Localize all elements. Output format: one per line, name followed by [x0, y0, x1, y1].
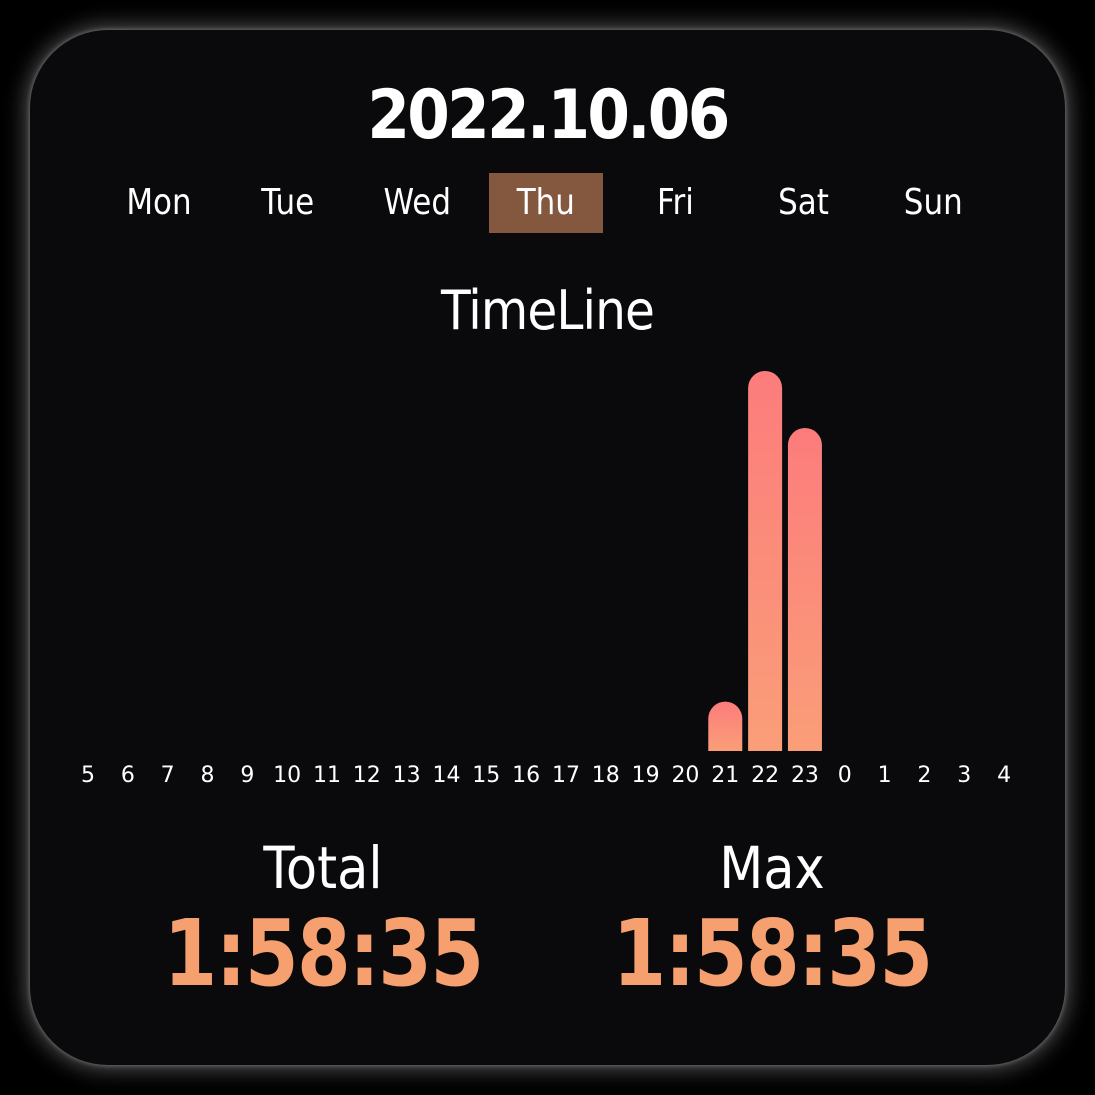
weekday-thu[interactable]: Thu	[489, 173, 603, 233]
weekday-selector: Mon Tue Wed Thu Fri Sat Sun	[0, 173, 1095, 233]
x-tick-label: 21	[711, 763, 739, 788]
x-tick-label: 5	[81, 763, 95, 788]
x-tick-label: 0	[838, 763, 852, 788]
weekday-fri[interactable]: Fri	[618, 173, 732, 233]
weekday-label: Tue	[261, 182, 315, 223]
bar-hour-23	[787, 428, 822, 751]
weekday-label: Wed	[383, 182, 451, 223]
weekday-label: Fri	[656, 182, 694, 223]
x-tick-label: 17	[552, 763, 580, 788]
max-value: 1:58:35	[612, 900, 934, 1007]
weekday-mon[interactable]: Mon	[102, 173, 216, 233]
x-tick-label: 4	[997, 763, 1011, 788]
x-tick-label: 22	[751, 763, 779, 788]
x-tick-label: 2	[917, 763, 931, 788]
x-tick-label: 1	[878, 763, 892, 788]
x-tick-label: 8	[200, 763, 214, 788]
x-tick-label: 6	[121, 763, 135, 788]
x-tick-label: 11	[313, 763, 341, 788]
max-label: Max	[719, 834, 825, 902]
x-tick-label: 12	[353, 763, 381, 788]
weekday-label: Sun	[903, 182, 963, 223]
weekday-sat[interactable]: Sat	[747, 173, 861, 233]
weekday-label: Thu	[516, 182, 576, 223]
timeline-title: TimeLine	[440, 279, 655, 342]
x-tick-label: 15	[472, 763, 500, 788]
x-tick-label: 14	[432, 763, 460, 788]
x-tick-label: 9	[240, 763, 254, 788]
x-tick-label: 10	[273, 763, 301, 788]
weekday-tue[interactable]: Tue	[231, 173, 345, 233]
weekday-label: Mon	[126, 182, 192, 223]
x-tick-label: 13	[393, 763, 421, 788]
x-tick-label: 3	[957, 763, 971, 788]
x-tick-label: 7	[161, 763, 175, 788]
weekday-wed[interactable]: Wed	[360, 173, 474, 233]
timeline-chart: 5 6 7 8 9 10 11 12 13 14 15 16 17 18 19 20 21 22 23 0 1 2 3 4	[81, 371, 1011, 788]
x-tick-label: 16	[512, 763, 540, 788]
weekday-sun[interactable]: Sun	[876, 173, 990, 233]
x-tick-label: 20	[671, 763, 699, 788]
x-tick-label: 23	[791, 763, 819, 788]
total-value: 1:58:35	[163, 900, 485, 1007]
date-title: 2022.10.06	[367, 76, 730, 155]
x-tick-label: 19	[632, 763, 660, 788]
weekday-label: Sat	[778, 182, 830, 223]
x-tick-label: 18	[592, 763, 620, 788]
bar-hour-22	[748, 371, 783, 751]
bar-hour-21	[708, 701, 743, 751]
total-label: Total	[263, 834, 383, 902]
